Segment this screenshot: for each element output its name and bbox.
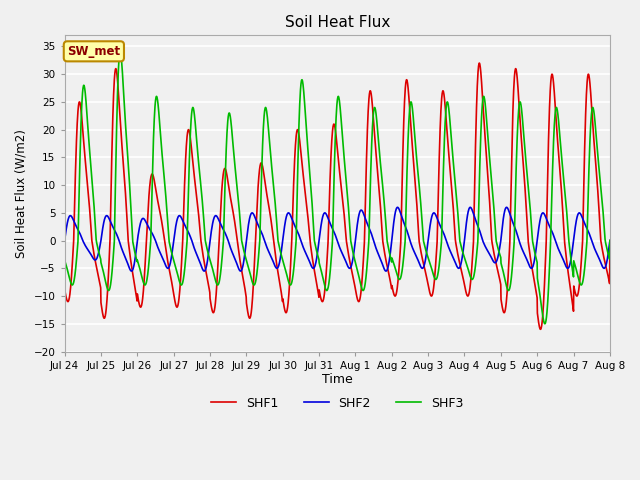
SHF3 xyxy=(213,281,221,287)
SHF2 xyxy=(394,204,401,210)
SHF3 xyxy=(116,49,124,55)
SHF3 xyxy=(61,257,68,263)
SHF1 xyxy=(573,293,581,299)
SHF2 xyxy=(61,238,68,243)
SHF2 xyxy=(573,214,581,219)
Line: SHF1: SHF1 xyxy=(65,63,610,329)
SHF3 xyxy=(573,271,581,276)
SHF3 xyxy=(558,160,566,166)
SHF3 xyxy=(541,321,549,327)
Line: SHF2: SHF2 xyxy=(65,207,610,271)
SHF2 xyxy=(365,225,372,230)
Legend: SHF1, SHF2, SHF3: SHF1, SHF2, SHF3 xyxy=(206,392,468,415)
X-axis label: Time: Time xyxy=(322,373,353,386)
SHF1 xyxy=(606,238,614,243)
SHF2 xyxy=(353,224,361,229)
SHF2 xyxy=(606,238,614,243)
SHF1 xyxy=(353,294,361,300)
SHF3 xyxy=(353,266,361,272)
Y-axis label: Soil Heat Flux (W/m2): Soil Heat Flux (W/m2) xyxy=(15,129,28,258)
Title: Soil Heat Flux: Soil Heat Flux xyxy=(285,15,390,30)
SHF2 xyxy=(558,254,566,260)
Line: SHF3: SHF3 xyxy=(65,52,610,324)
SHF3 xyxy=(496,252,504,257)
SHF2 xyxy=(127,268,135,274)
SHF1 xyxy=(558,199,566,204)
SHF1 xyxy=(61,287,68,292)
SHF2 xyxy=(213,214,221,219)
SHF1 xyxy=(476,60,483,66)
Text: SW_met: SW_met xyxy=(67,45,120,58)
SHF3 xyxy=(365,235,372,241)
SHF1 xyxy=(365,99,372,105)
SHF1 xyxy=(496,276,504,282)
SHF1 xyxy=(212,285,220,290)
SHF3 xyxy=(606,238,614,243)
SHF2 xyxy=(496,243,504,249)
SHF1 xyxy=(536,326,544,332)
